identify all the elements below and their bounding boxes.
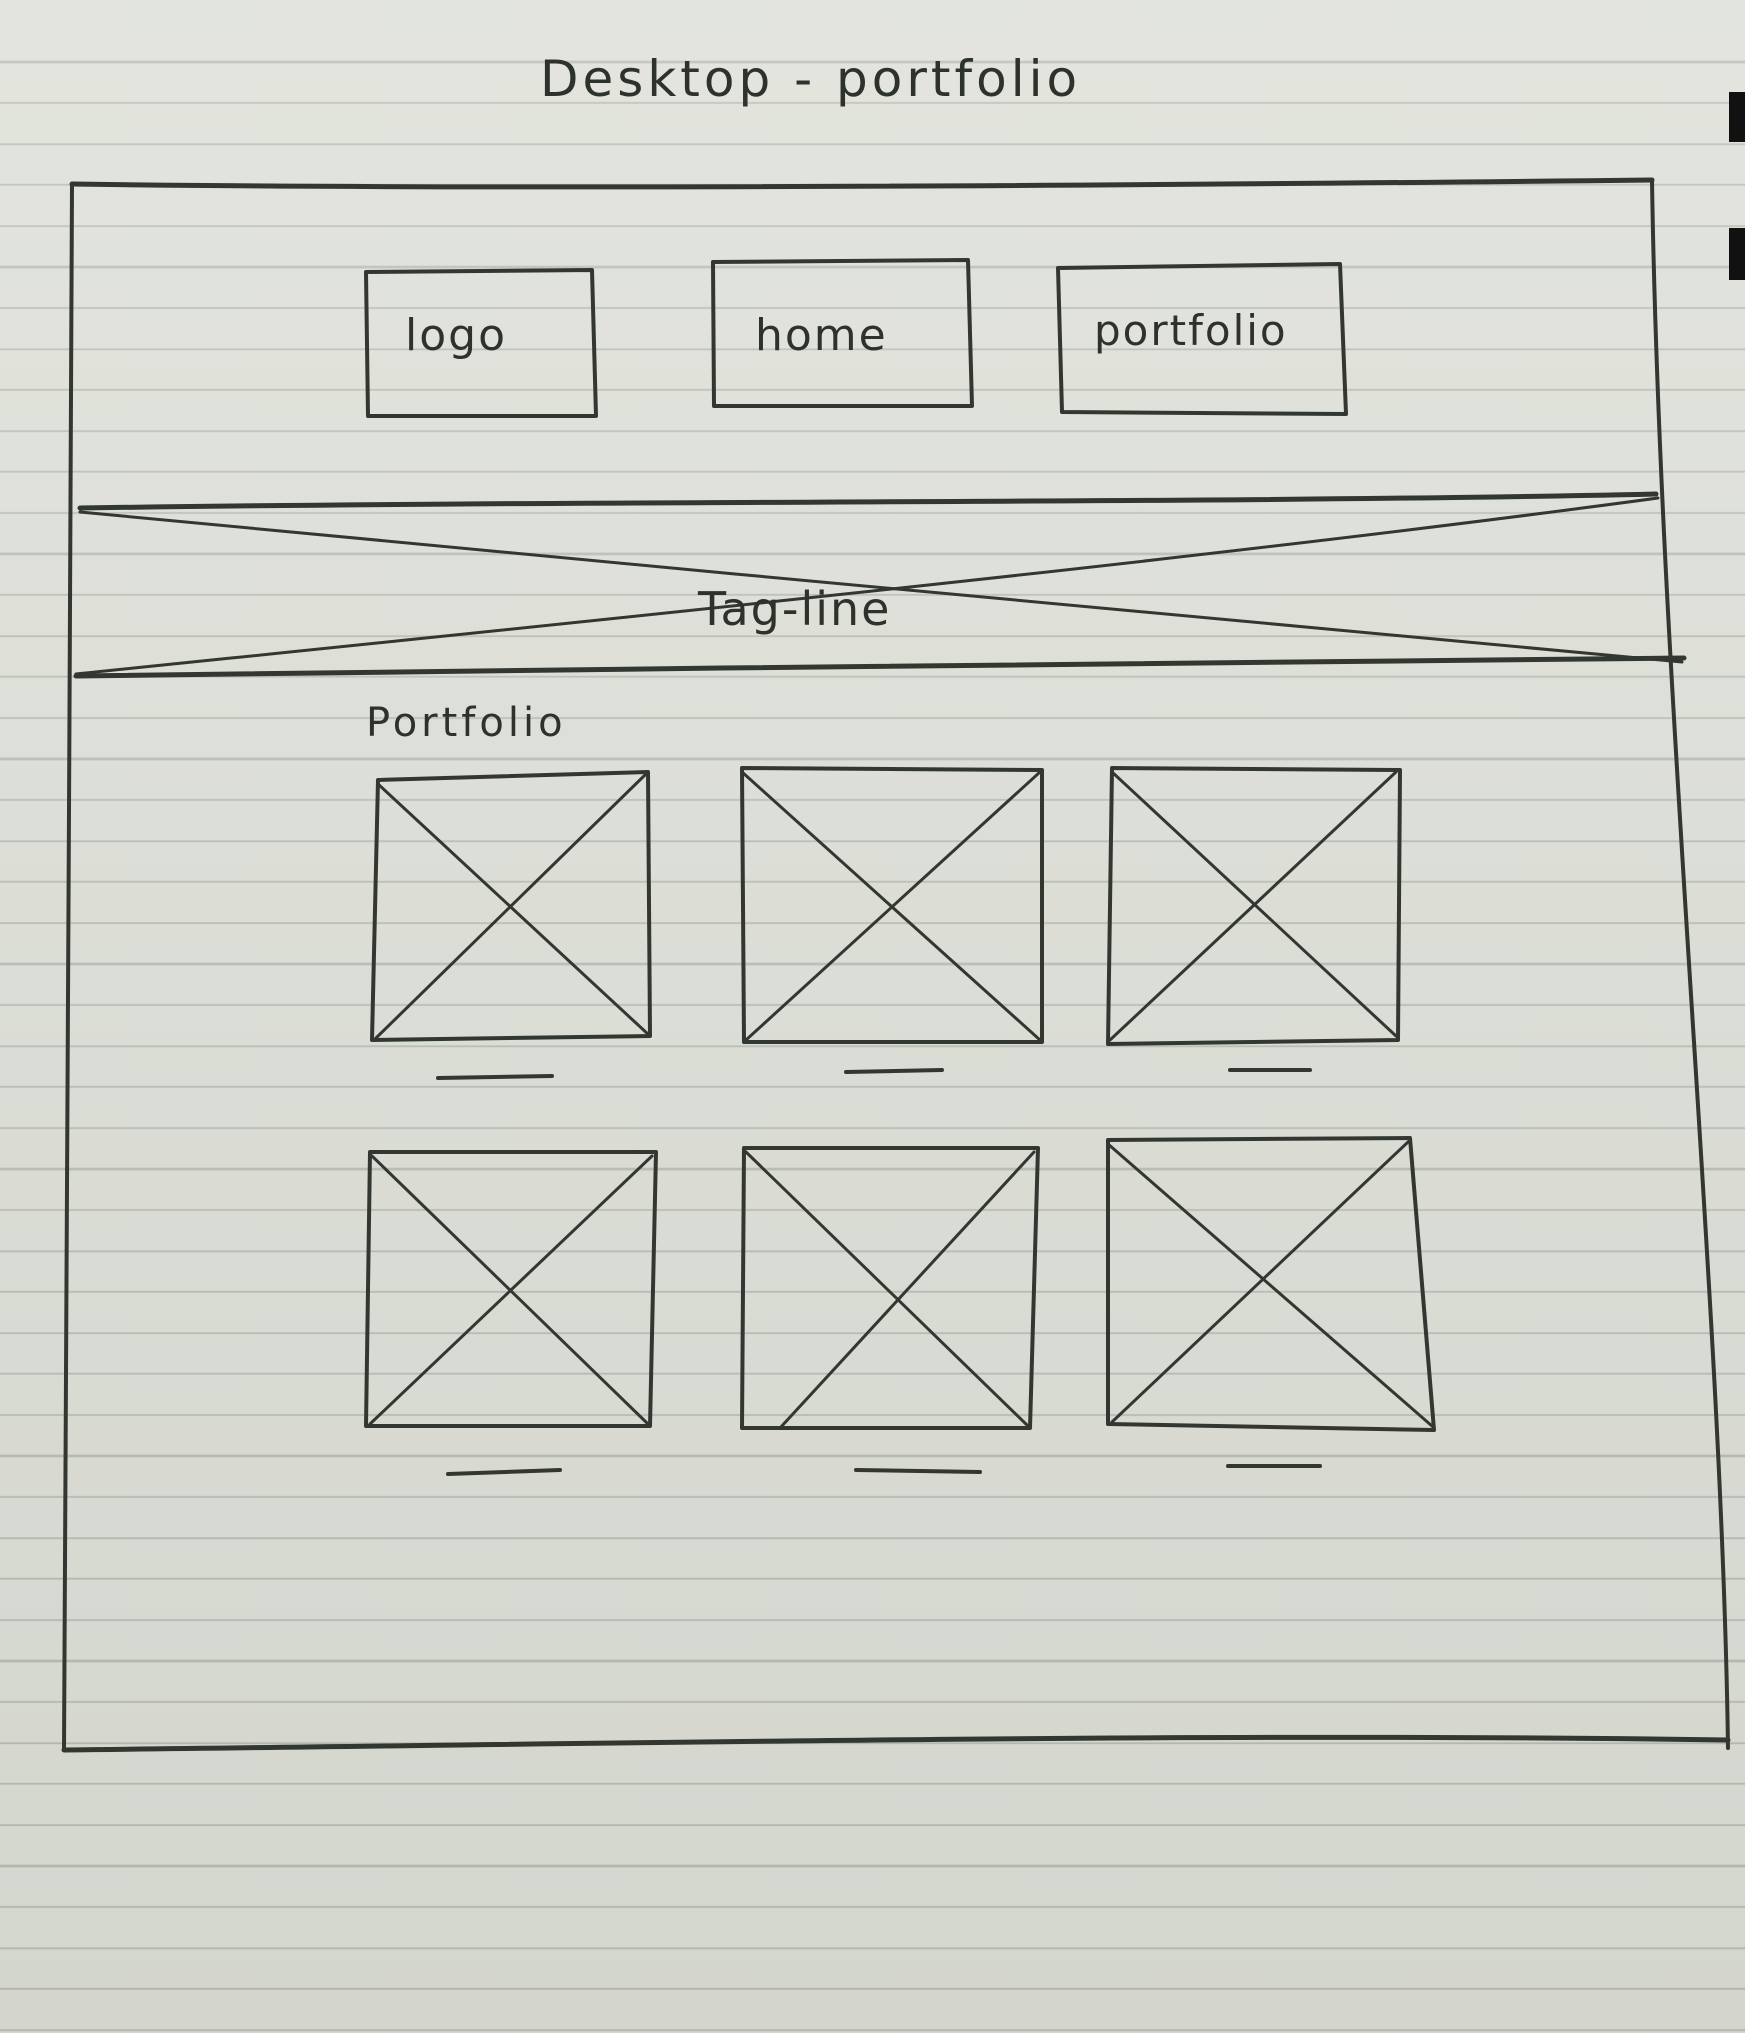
nav-home-box (711, 258, 974, 408)
nav-logo-box (364, 268, 598, 418)
portfolio-heading: Portfolio (366, 700, 567, 746)
binder-mark-bottom (1729, 228, 1745, 280)
nav-home-label: home (755, 310, 888, 361)
portfolio-item-3 (1106, 766, 1402, 1072)
page-frame (61, 177, 1731, 1753)
nav-portfolio-box (1056, 262, 1348, 416)
portfolio-item-1 (370, 770, 652, 1080)
binder-mark-top (1729, 92, 1745, 142)
portfolio-item-4 (364, 1150, 658, 1476)
hero-banner (73, 491, 1687, 679)
portfolio-item-6 (1106, 1136, 1436, 1468)
portfolio-item-2 (740, 766, 1044, 1074)
hero-tagline: Tag-line (698, 582, 892, 636)
portfolio-item-5 (740, 1146, 1040, 1474)
nav-portfolio-label: portfolio (1094, 306, 1288, 355)
page-title: Desktop - portfolio (540, 50, 1082, 108)
nav-logo-label: logo (405, 310, 507, 361)
